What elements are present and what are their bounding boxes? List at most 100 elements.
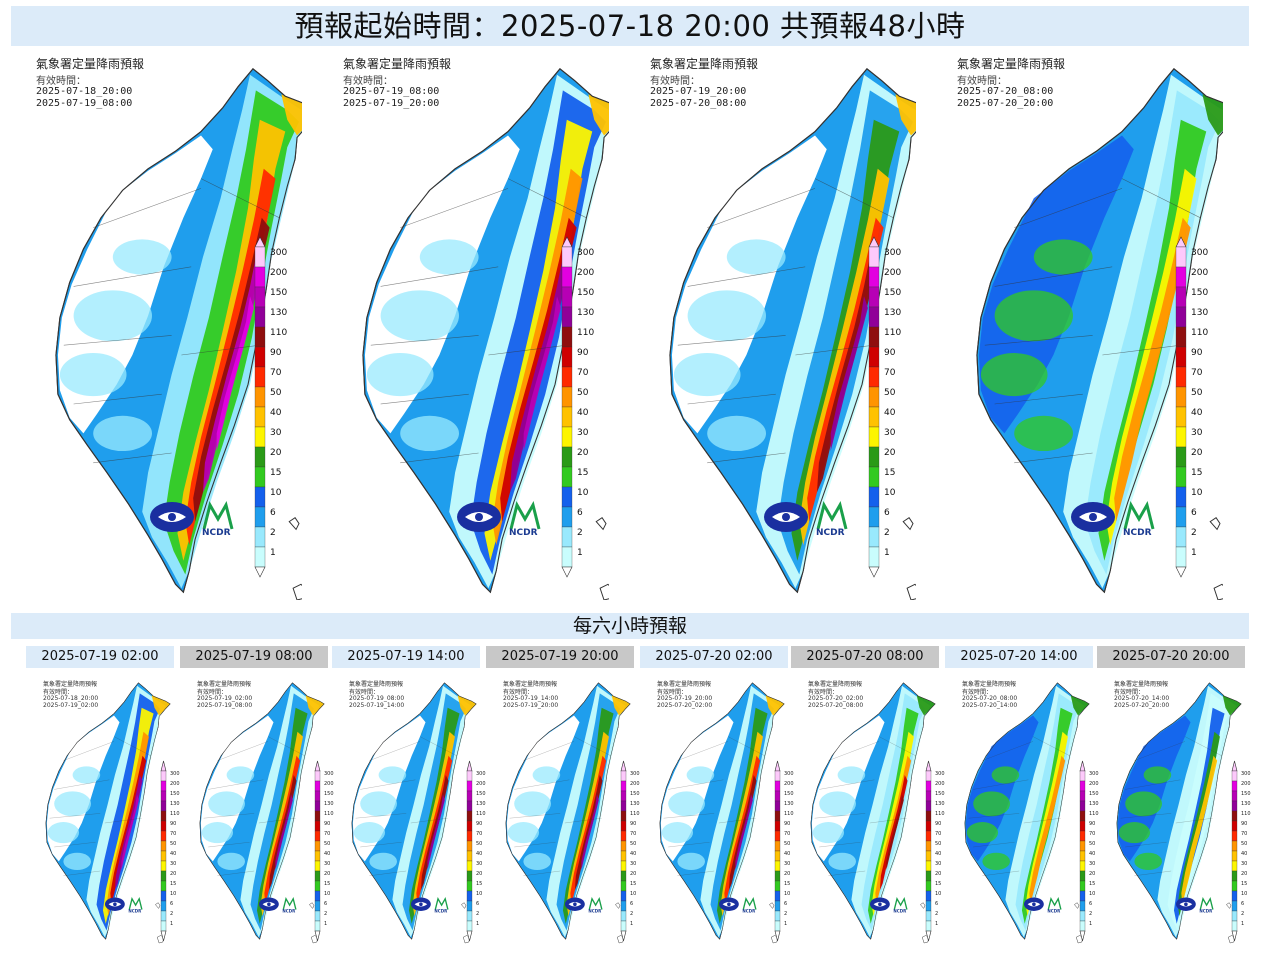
ncdr-logo-text: NCDR — [1199, 908, 1213, 913]
colorbar-label: 150 — [476, 791, 486, 797]
colorbar-label: 200 — [935, 781, 945, 787]
coastline — [45, 682, 171, 940]
light-rain-area — [980, 353, 1048, 397]
cwa-logo-center — [1032, 902, 1036, 906]
colorbar-label: 40 — [935, 851, 942, 857]
six-hour-tab-label[interactable]: 2025-07-20 14:00 — [945, 646, 1093, 668]
colorbar-label: 1 — [1191, 548, 1197, 558]
colorbar-label: 150 — [1191, 288, 1209, 298]
colorbar-label: 15 — [577, 468, 589, 478]
north-tip-rain — [765, 695, 785, 716]
forecast-map-6h: NCDR 氣象署定量降雨預報 有效時間： 2025-07-19_20:00 2025-0… — [645, 675, 795, 950]
county-boundary — [181, 344, 260, 356]
six-hour-tab-label[interactable]: 2025-07-19 14:00 — [332, 646, 480, 668]
colorbar-label: 110 — [935, 811, 945, 817]
colorbar-swatch — [774, 800, 781, 812]
rainfall-colorbar — [868, 236, 880, 578]
colorbar-label: 2 — [935, 911, 939, 917]
colorbar-label: 40 — [630, 851, 637, 857]
map-agency-title: 氣象署定量降雨預報 — [343, 57, 452, 71]
forecast-map-6h: NCDR 氣象署定量降雨預報 有效時間： 2025-07-20_14:00 2025-0… — [1102, 675, 1252, 950]
forecast-map-6h: NCDR 氣象署定量降雨預報 有效時間： 2025-07-20_08:00 2025-0… — [950, 675, 1100, 950]
rainfall-map: NCDR — [976, 68, 1223, 600]
valid-time-label: 有效時間： — [1114, 689, 1145, 696]
colorbar-label: 15 — [1241, 881, 1248, 887]
colorbar-label: 110 — [1241, 811, 1251, 817]
colorbar-label: 30 — [170, 861, 177, 867]
colorbar-label: 130 — [784, 801, 794, 807]
colorbar-swatch — [1079, 870, 1086, 882]
colorbar-swatch — [1231, 830, 1238, 842]
county-boundary — [104, 818, 142, 824]
map-agency-title: 氣象署定量降雨預報 — [650, 57, 759, 71]
light-rain-area — [991, 766, 1020, 784]
colorbar-swatch — [1231, 880, 1238, 892]
valid-time-label: 有效時間： — [43, 689, 74, 696]
six-hour-tab-label[interactable]: 2025-07-19 08:00 — [180, 646, 328, 668]
map-agency-title: 氣象署定量降雨預報 — [957, 57, 1066, 71]
colorbar-label: 2 — [324, 911, 328, 917]
colorbar-swatch — [254, 366, 266, 388]
rain-band — [886, 794, 904, 871]
cwa-logo-center — [267, 902, 271, 906]
north-tip-rain — [611, 695, 631, 716]
light-rain-area — [726, 239, 786, 275]
colorbar-label: 300 — [577, 248, 595, 258]
north-tip-rain — [281, 94, 302, 136]
colorbar-swatch — [314, 880, 321, 892]
colorbar-swatch — [160, 920, 167, 932]
colorbar-swatch — [561, 466, 573, 488]
map-agency-title: 氣象署定量降雨預報 — [503, 681, 558, 688]
colorbar-swatch — [868, 446, 880, 468]
colorbar-swatch — [868, 486, 880, 508]
county-boundary — [1125, 779, 1181, 790]
colorbar-label: 6 — [476, 901, 480, 907]
six-hour-tab-label[interactable]: 2025-07-19 02:00 — [26, 646, 174, 668]
light-rain-area — [673, 353, 741, 397]
coastline — [810, 682, 936, 940]
colorbar-label: 15 — [324, 881, 331, 887]
colorbar-swatch — [1079, 840, 1086, 852]
colorbar-swatch — [868, 246, 880, 268]
six-hour-tab-label[interactable]: 2025-07-20 02:00 — [640, 646, 788, 668]
colorbar-swatch — [1175, 326, 1187, 348]
colorbar-bottom-arrow — [925, 930, 932, 942]
forecast-map-12h: NCDR 氣象署定量降雨預報 有效時間： 2025-07-20_08:00 2025-0… — [923, 55, 1223, 600]
colorbar-label: 10 — [784, 891, 791, 897]
county-boundary — [727, 736, 765, 756]
colorbar-swatch — [1231, 820, 1238, 832]
colorbar-label: 1 — [1089, 921, 1093, 927]
cwa-logo-center — [782, 513, 790, 521]
colorbar-swatch — [1175, 266, 1187, 288]
colorbar-label: 200 — [170, 781, 180, 787]
six-hour-tab-label[interactable]: 2025-07-20 20:00 — [1097, 646, 1245, 668]
county-boundary — [984, 335, 1093, 346]
six-hour-tab-label[interactable]: 2025-07-19 20:00 — [486, 646, 634, 668]
colorbar-swatch — [620, 770, 627, 782]
colorbar-label: 110 — [577, 328, 595, 338]
colorbar-bottom-arrow — [620, 930, 627, 942]
colorbar-top-arrow — [620, 760, 627, 772]
light-rain-area — [1134, 852, 1162, 871]
colorbar-label: 30 — [1089, 861, 1096, 867]
colorbar-swatch — [1175, 426, 1187, 448]
valid-time-label: 有效時間： — [349, 689, 380, 696]
valid-time-end: 2025-07-20_08:00 — [650, 98, 747, 109]
ncdr-logo-mark — [509, 501, 541, 530]
colorbar-label: 70 — [324, 831, 331, 837]
colorbar-swatch — [868, 346, 880, 368]
county-boundary — [973, 842, 1015, 848]
valid-time-end: 2025-07-20_20:00 — [957, 98, 1054, 109]
rainfall-colorbar — [160, 760, 167, 942]
colorbar-swatch — [774, 840, 781, 852]
colorbar-label: 70 — [784, 831, 791, 837]
county-boundary — [258, 818, 296, 824]
six-hour-tab-label[interactable]: 2025-07-20 08:00 — [791, 646, 939, 668]
light-rain-area — [112, 239, 172, 275]
rain-band — [735, 794, 753, 871]
colorbar-label: 300 — [170, 771, 180, 777]
green-island — [309, 902, 315, 909]
agency-logos: NCDR — [411, 897, 449, 913]
coastline — [55, 68, 302, 594]
colorbar-top-arrow — [314, 760, 321, 772]
